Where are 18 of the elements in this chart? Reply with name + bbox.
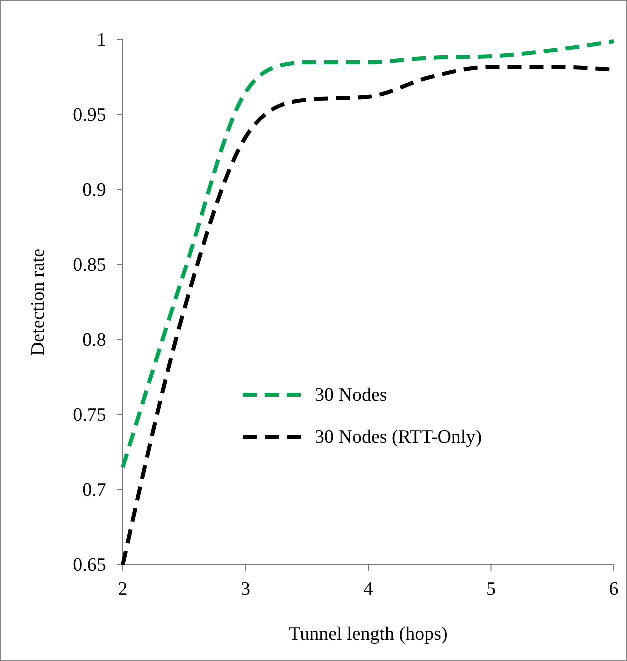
x-tick-label: 3: [241, 578, 250, 600]
y-tick-label: 0.7: [82, 480, 106, 502]
line-series: [121, 40, 616, 470]
y-tick-label: 0.75: [73, 405, 106, 426]
legend-label: 30 Nodes (RTT-Only): [315, 427, 482, 448]
x-axis-title: Tunnel length (hops): [289, 624, 448, 645]
x-tick-label: 4: [364, 578, 374, 600]
y-tick-label: 0.85: [73, 255, 106, 276]
y-tick-label: 0.9: [82, 180, 106, 202]
y-tick-label: 0.65: [73, 555, 106, 576]
y-tick-label: 1: [96, 30, 106, 52]
x-tick-label: 5: [486, 578, 496, 600]
x-tick-label: 6: [609, 578, 619, 600]
y-tick-label: 0.8: [82, 330, 106, 352]
y-tick-label: 0.95: [73, 105, 106, 126]
x-tick-label: 2: [118, 578, 128, 600]
y-axis-title: Detection rate: [28, 248, 49, 356]
legend-label: 30 Nodes: [315, 385, 388, 406]
